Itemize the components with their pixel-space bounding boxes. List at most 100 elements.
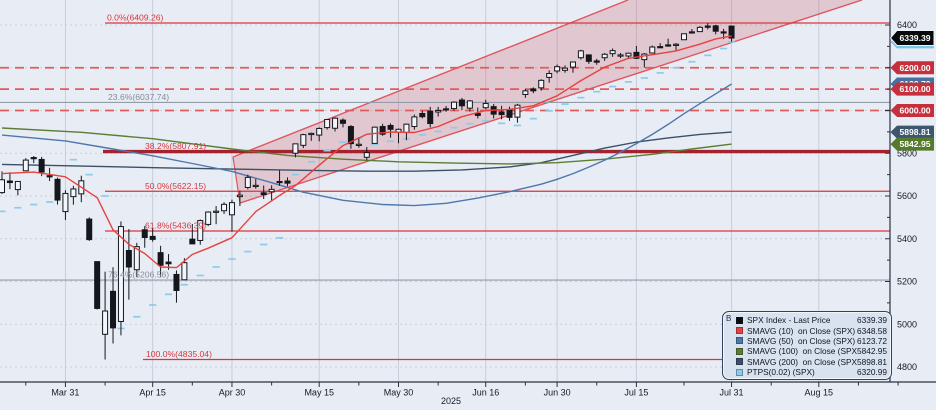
candle-up bbox=[62, 192, 69, 213]
candle-down bbox=[189, 238, 196, 245]
candle-up bbox=[133, 246, 140, 271]
y-axis-label: 5400 bbox=[897, 234, 917, 244]
candle-down bbox=[110, 290, 117, 329]
candle-down bbox=[387, 124, 394, 130]
price-badge bbox=[890, 61, 934, 75]
candle-up bbox=[617, 54, 624, 57]
candle-down bbox=[530, 88, 537, 92]
svg-text:6339.39: 6339.39 bbox=[899, 33, 930, 43]
candle-down bbox=[498, 111, 505, 116]
smavg-200-value: 5898.81 bbox=[857, 356, 887, 367]
candle-down bbox=[30, 157, 37, 160]
alert-price-lines bbox=[0, 66, 890, 112]
smavg-10-swatch bbox=[736, 327, 743, 335]
candle-up bbox=[451, 101, 458, 110]
candle-up bbox=[522, 90, 529, 95]
price-badge bbox=[890, 104, 934, 117]
candle-down bbox=[474, 112, 481, 116]
candle-down bbox=[54, 178, 61, 201]
candle-up bbox=[70, 188, 77, 198]
smavg-100-label: SMAVG (100) on Close (SPX) bbox=[747, 346, 857, 357]
svg-text:6200.00: 6200.00 bbox=[899, 63, 930, 73]
legend-row-smavg-10[interactable]: SMAVG (10) on Close (SPX) 6348.58 bbox=[736, 325, 887, 336]
fibonacci-labels: 0.0%(6409.26) 23.6%(6037.74) 38.2%(5807.91… bbox=[107, 13, 212, 359]
svg-text:5898.81: 5898.81 bbox=[899, 127, 930, 137]
candle-up bbox=[308, 132, 315, 136]
smavg-100-swatch bbox=[736, 347, 743, 355]
candle-down bbox=[419, 112, 426, 118]
candle-down bbox=[427, 110, 434, 125]
candle-down bbox=[633, 51, 640, 59]
candle-down bbox=[688, 31, 695, 34]
legend-row-ptps[interactable]: PTPS(0.02) (SPX) 6320.99 bbox=[736, 367, 887, 377]
legend-row-smavg-50[interactable]: SMAVG (50) on Close (SPX) 6123.72 bbox=[736, 336, 887, 346]
candle-up bbox=[569, 61, 576, 68]
candle-up bbox=[213, 210, 220, 213]
smavg-100-value: 5842.95 bbox=[857, 346, 887, 357]
candle-down bbox=[46, 175, 53, 178]
legend-row-spx-last-price[interactable]: SPX Index - Last Price 6339.39 bbox=[736, 315, 887, 325]
candle-up bbox=[292, 143, 299, 154]
candle-up bbox=[680, 33, 687, 41]
candle-down bbox=[173, 273, 180, 291]
svg-text:61.8%(5436.39): 61.8%(5436.39) bbox=[145, 220, 206, 230]
candle-up bbox=[562, 67, 569, 71]
x-axis-label: Apr 30 bbox=[219, 388, 246, 398]
candle-down bbox=[506, 109, 513, 118]
candle-up bbox=[577, 50, 584, 59]
candle-down bbox=[443, 108, 450, 111]
smavg-200-label: SMAVG (200) on Close (SPX) bbox=[747, 356, 857, 367]
price-badges: 6320.996339.396123.726200.006100.006000.… bbox=[889, 29, 935, 151]
candle-down bbox=[712, 25, 719, 32]
legend-row-smavg-200[interactable]: SMAVG (200) on Close (SPX) 5898.81 bbox=[736, 357, 887, 367]
candle-down bbox=[339, 119, 346, 124]
x-axis-label: Jul 15 bbox=[624, 388, 648, 398]
x-axis-label: Apr 15 bbox=[139, 388, 166, 398]
candle-up bbox=[332, 117, 339, 129]
smavg-10-value: 6348.58 bbox=[857, 325, 887, 336]
candle-up bbox=[371, 126, 378, 144]
svg-text:50.0%(5622.15): 50.0%(5622.15) bbox=[145, 181, 206, 191]
candle-up bbox=[117, 226, 124, 322]
legend-row-smavg-100[interactable]: SMAVG (100) on Close (SPX) 5842.95 bbox=[736, 346, 887, 356]
spx-last-price-value: 6339.39 bbox=[857, 315, 887, 326]
candle-down bbox=[585, 54, 592, 62]
candle-down bbox=[284, 180, 291, 184]
candle-down bbox=[125, 250, 132, 268]
price-badge bbox=[890, 137, 934, 151]
candle-up bbox=[601, 53, 608, 59]
candle-up bbox=[609, 50, 616, 55]
candle-up bbox=[696, 26, 703, 33]
svg-text:76.4%(5206.56): 76.4%(5206.56) bbox=[108, 270, 169, 280]
candle-up bbox=[625, 52, 632, 57]
y-axis-label: 6400 bbox=[897, 20, 917, 30]
candle-up bbox=[102, 310, 109, 335]
fibonacci-levels bbox=[0, 22, 890, 361]
candle-up bbox=[673, 43, 680, 46]
candle-down bbox=[458, 99, 465, 107]
candle-down bbox=[720, 31, 727, 34]
chart-legend[interactable]: B SPX Index - Last Price 6339.39 SMAVG (10… bbox=[722, 311, 892, 380]
candle-up bbox=[197, 220, 204, 241]
candle-down bbox=[149, 235, 156, 240]
candle-up bbox=[268, 188, 275, 193]
smavg-50-swatch bbox=[736, 337, 743, 345]
svg-text:5842.95: 5842.95 bbox=[899, 139, 930, 149]
x-axis-label: Aug 15 bbox=[805, 388, 834, 398]
svg-text:6100.00: 6100.00 bbox=[899, 84, 930, 94]
candle-down bbox=[657, 46, 664, 49]
candle-down bbox=[347, 126, 354, 145]
legend-expand-button[interactable]: B bbox=[726, 314, 732, 323]
svg-text:0.0%(6409.26): 0.0%(6409.26) bbox=[107, 13, 164, 23]
candle-up bbox=[482, 102, 489, 109]
candle-up bbox=[324, 118, 331, 129]
candle-up bbox=[181, 262, 188, 281]
smavg-200-swatch bbox=[736, 358, 743, 366]
y-axis-label: 5000 bbox=[897, 319, 917, 329]
y-axis-label: 5200 bbox=[897, 277, 917, 287]
candle-up bbox=[252, 184, 259, 188]
candle-down bbox=[260, 192, 267, 196]
candle-up bbox=[411, 116, 418, 128]
